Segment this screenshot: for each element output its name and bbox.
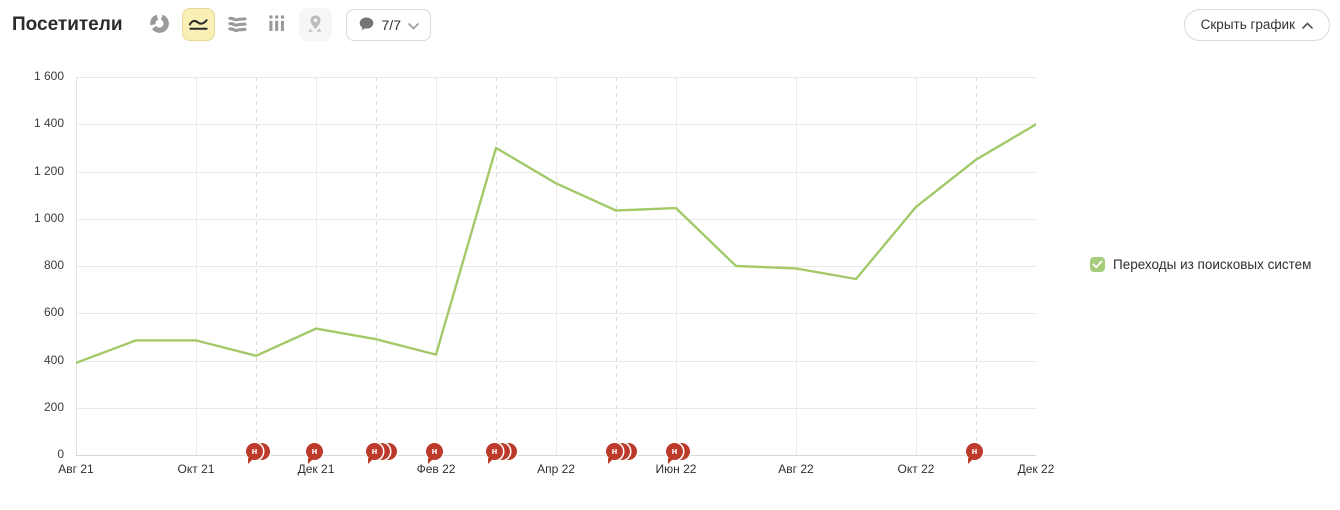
chart-toolbar: Посетители	[12, 8, 1330, 41]
legend-item-search-traffic[interactable]: Переходы из поисковых систем	[1090, 257, 1311, 272]
y-axis-tick-label: 400	[43, 352, 64, 367]
x-axis-tick-label: Авг 22	[778, 462, 814, 476]
stacked-area-icon	[226, 12, 249, 38]
legend-label: Переходы из поисковых систем	[1113, 257, 1312, 272]
annotation-bubble-icon: н	[486, 443, 503, 464]
annotation-letter: н	[311, 446, 318, 457]
x-axis-tick-label: Дек 21	[297, 462, 335, 476]
y-axis-tick-label: 1 000	[33, 210, 64, 225]
line-chart-icon	[187, 12, 210, 38]
annotation-marker[interactable]: н	[366, 443, 397, 464]
page-title: Посетители	[12, 13, 123, 35]
annotation-letter: н	[611, 446, 618, 457]
annotation-marker[interactable]: н	[966, 443, 983, 464]
x-axis-tick-label: Апр 22	[537, 462, 575, 476]
annotation-bubble-icon: н	[966, 443, 983, 464]
chart-type-map-button[interactable]	[298, 8, 332, 41]
annotation-letter: н	[491, 446, 498, 457]
chart-type-pie-button[interactable]	[143, 8, 176, 41]
annotation-bubble-icon: н	[366, 443, 383, 464]
hide-chart-button[interactable]: Скрыть график	[1183, 8, 1330, 41]
annotation-bubble-icon: н	[606, 443, 623, 464]
series-line-search-traffic	[76, 123, 1036, 365]
x-axis-tick-label: Авг 21	[58, 462, 94, 476]
annotation-bubble-icon: н	[666, 443, 683, 464]
y-axis-tick-label: 0	[57, 447, 64, 461]
y-axis-tick-label: 1 400	[33, 116, 64, 131]
y-axis-tick-label: 1 600	[33, 69, 64, 83]
chevron-down-icon	[408, 17, 419, 33]
chart-type-line-button[interactable]	[181, 8, 215, 41]
annotation-letter: н	[671, 446, 678, 457]
annotation-marker[interactable]: н	[606, 443, 637, 464]
annotation-marker[interactable]: н	[486, 443, 517, 464]
y-axis-tick-label: 600	[43, 305, 64, 320]
y-axis-tick-label: 800	[43, 258, 64, 272]
chart-type-columns-button[interactable]	[260, 8, 293, 41]
annotation-marker[interactable]: н	[426, 443, 443, 464]
chart-type-stacked-area-button[interactable]	[221, 8, 254, 41]
annotation-letter: н	[371, 446, 378, 457]
columns-chart-icon	[265, 12, 288, 38]
y-axis-tick-label: 1 200	[33, 163, 64, 178]
y-axis-tick-label: 200	[43, 399, 64, 414]
x-axis-tick-label: Окт 21	[177, 462, 215, 476]
comment-bubble-icon	[358, 15, 375, 35]
chart-type-switcher	[143, 8, 332, 41]
annotation-bubble-icon: н	[246, 443, 263, 464]
annotation-bubble-icon: н	[426, 443, 443, 464]
notes-dropdown-button[interactable]: 7/7	[345, 8, 431, 41]
hide-chart-label: Скрыть график	[1200, 17, 1295, 32]
annotation-marker[interactable]: н	[306, 443, 323, 464]
line-chart-canvas	[76, 77, 1036, 456]
x-axis-tick-label: Дек 22	[1017, 462, 1055, 476]
x-axis-tick-label: Фев 22	[416, 462, 456, 476]
annotation-letter: н	[971, 446, 978, 457]
plot-area[interactable]: Авг 21 Окт 21 Дек 21 Фев 22 Апр 22 Июн 22 Авг …	[58, 77, 1054, 476]
annotation-marker[interactable]: н	[246, 443, 270, 464]
x-axis-tick-label: Окт 22	[897, 462, 935, 476]
annotation-letter: н	[431, 446, 438, 457]
geo-map-pin-icon	[304, 12, 327, 38]
annotation-marker[interactable]: н	[666, 443, 690, 464]
chevron-up-icon	[1302, 17, 1313, 32]
annotation-bubble-icon: н	[306, 443, 323, 464]
annotation-letter: н	[251, 446, 258, 457]
notes-count-label: 7/7	[381, 16, 401, 33]
pie-chart-icon	[148, 12, 171, 38]
x-axis-tick-label: Июн 22	[655, 462, 697, 476]
visitors-chart: 0 200 400 600 800 1 000 1 200 1 400 1 600 Авг 21…	[20, 69, 1054, 482]
legend-checkbox-checked[interactable]	[1090, 257, 1105, 272]
